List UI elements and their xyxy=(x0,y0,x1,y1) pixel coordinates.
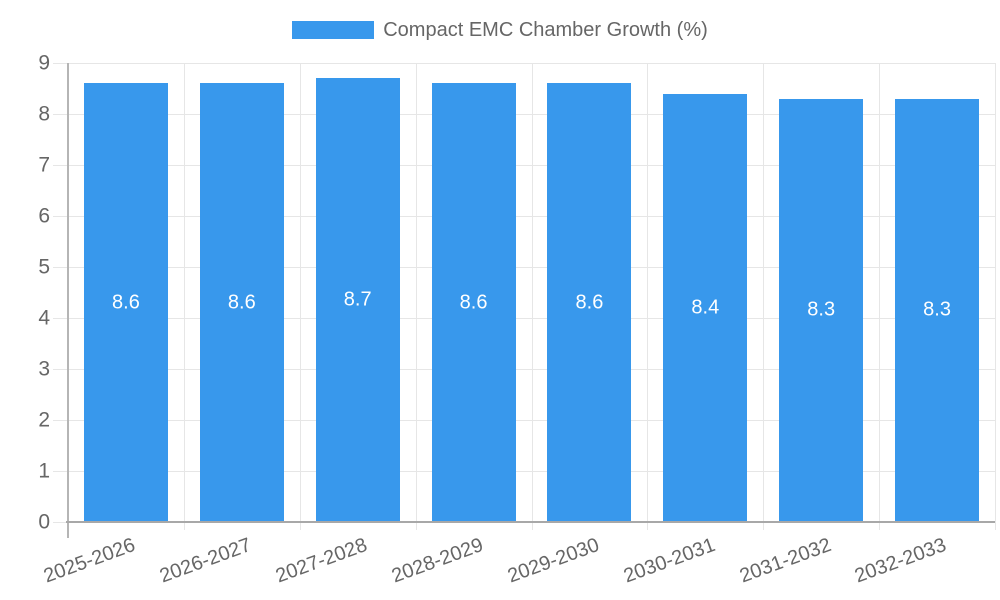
y-axis-tick-label: 9 xyxy=(38,51,50,75)
y-tick-mark xyxy=(53,318,68,319)
y-axis-tick-label: 0 xyxy=(38,510,50,534)
gridline-vertical xyxy=(531,63,533,530)
x-axis-tick-label: 2027-2028 xyxy=(272,534,371,588)
y-tick-mark xyxy=(53,471,68,472)
y-axis-tick-label: 5 xyxy=(38,255,50,279)
legend-label: Compact EMC Chamber Growth (%) xyxy=(383,19,708,41)
x-axis-tick-label: 2031-2032 xyxy=(736,534,834,588)
y-axis-tick-label: 3 xyxy=(38,357,50,381)
y-tick-mark xyxy=(53,165,68,166)
bar[interactable] xyxy=(663,93,748,522)
gridline-vertical xyxy=(415,63,417,530)
bar-value-label: 8.6 xyxy=(575,291,604,314)
gridline-vertical xyxy=(995,63,996,530)
x-axis-tick-label: 2029-2030 xyxy=(504,534,602,588)
y-tick-mark xyxy=(53,267,68,268)
x-axis-line xyxy=(66,521,995,523)
y-tick-mark xyxy=(53,522,68,523)
y-tick-mark xyxy=(53,216,68,217)
bar-value-label: 8.6 xyxy=(459,291,488,314)
legend-item[interactable]: Compact EMC Chamber Growth (%) xyxy=(292,18,708,42)
y-axis-tick-label: 7 xyxy=(38,153,50,177)
y-axis-tick-label: 1 xyxy=(38,459,50,483)
gridline-vertical xyxy=(879,63,881,530)
y-axis-tick-label: 6 xyxy=(38,204,50,228)
bar-value-label: 8.6 xyxy=(227,291,256,314)
bar[interactable] xyxy=(895,98,980,522)
bar-value-label: 8.7 xyxy=(343,288,372,311)
x-axis-tick-label: 2026-2027 xyxy=(156,534,255,588)
x-axis-tick-label: 2030-2031 xyxy=(620,534,718,588)
gridline-vertical xyxy=(763,63,765,530)
y-axis-tick-label: 2 xyxy=(38,408,50,432)
bar[interactable] xyxy=(547,83,632,522)
bar[interactable] xyxy=(83,83,168,522)
gridline-vertical xyxy=(299,63,301,530)
y-tick-mark xyxy=(53,114,68,115)
y-axis-line xyxy=(67,63,69,538)
y-axis-tick-label: 8 xyxy=(38,102,50,126)
gridline-vertical xyxy=(647,63,649,530)
y-tick-mark xyxy=(53,420,68,421)
bar-value-label: 8.6 xyxy=(112,291,140,314)
gridline-vertical xyxy=(183,63,185,530)
y-tick-mark xyxy=(53,369,68,370)
bar[interactable] xyxy=(779,98,864,522)
bar-value-label: 8.3 xyxy=(807,298,836,321)
chart-legend: Compact EMC Chamber Growth (%) xyxy=(0,18,1000,42)
x-axis-tick-label: 2025-2026 xyxy=(41,534,139,588)
bar-value-label: 8.3 xyxy=(923,298,951,321)
bar[interactable] xyxy=(315,78,400,522)
x-axis-tick-label: 2028-2029 xyxy=(388,534,487,588)
bar[interactable] xyxy=(199,83,284,522)
y-axis-tick-label: 4 xyxy=(38,306,50,330)
y-tick-mark xyxy=(53,63,68,64)
bar-value-label: 8.4 xyxy=(691,296,720,319)
x-axis-tick-label: 2032-2033 xyxy=(852,534,950,588)
legend-swatch-icon xyxy=(292,21,375,39)
bar[interactable] xyxy=(431,83,516,522)
